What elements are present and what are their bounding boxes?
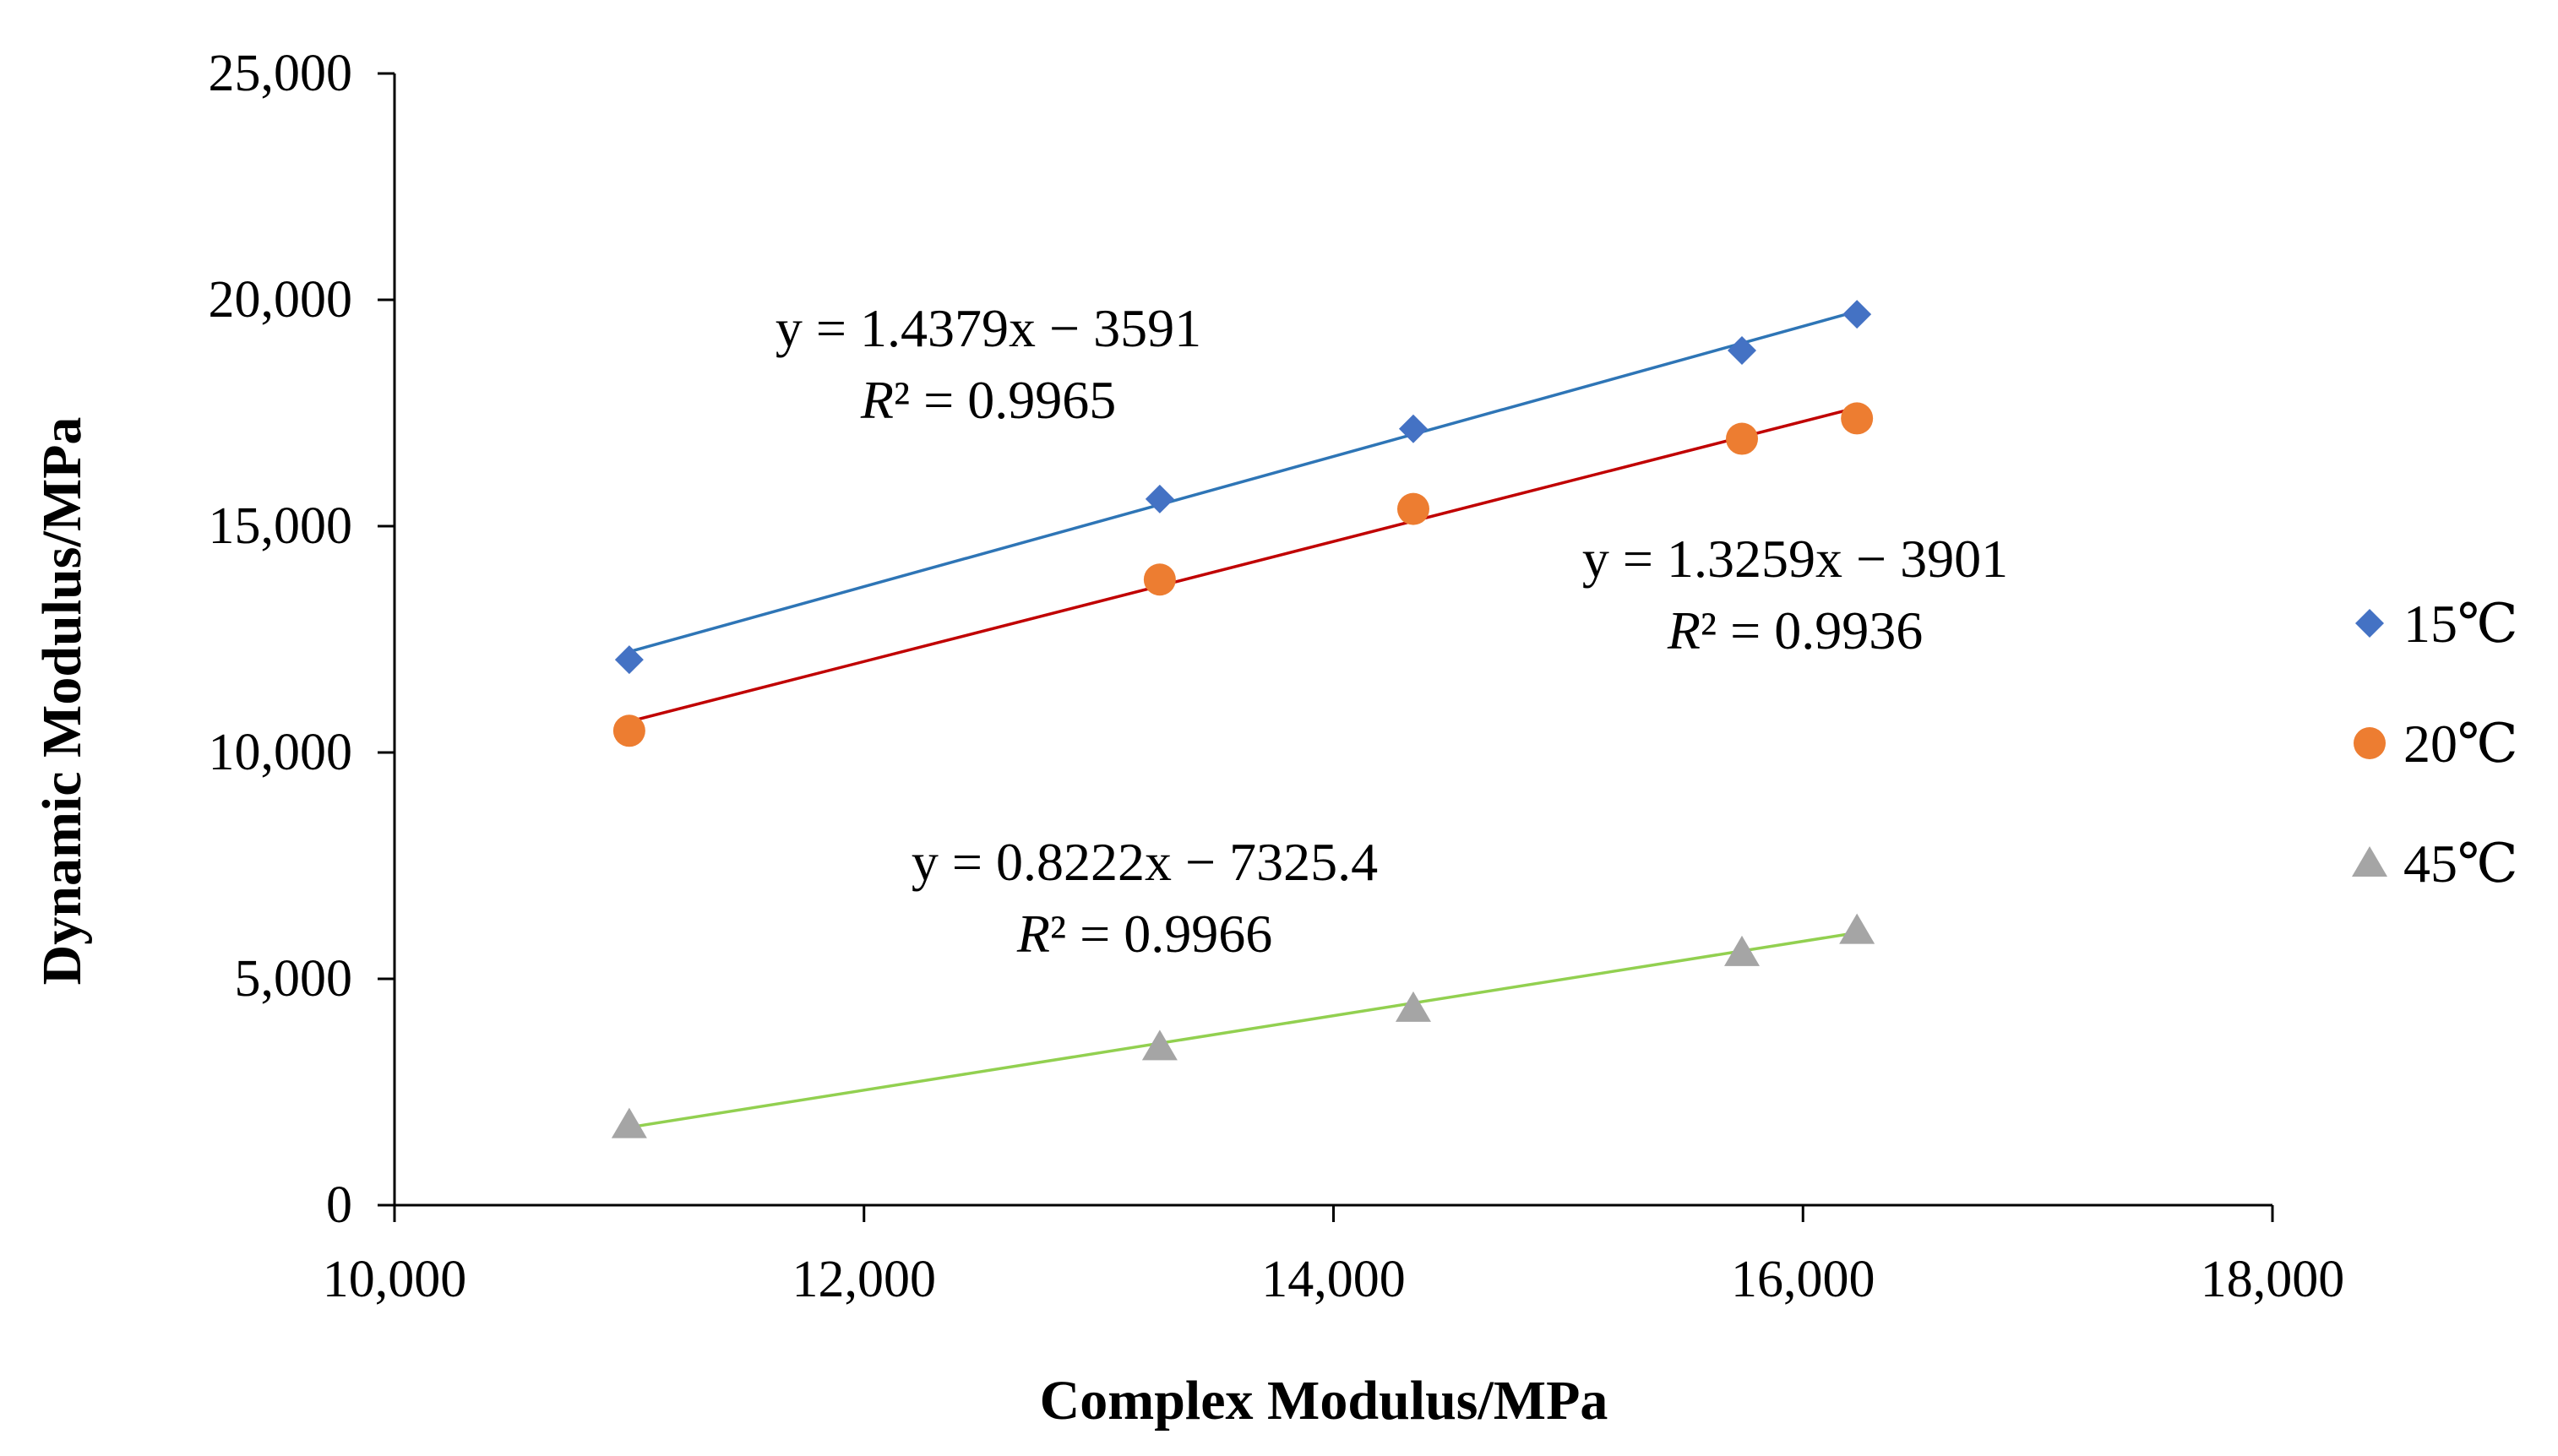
equation-label-s20: y = 1.3259x − 3901 [1582,529,2008,589]
trendline-s45 [629,931,1858,1129]
data-point-s15 [1398,414,1428,443]
data-point-s20 [612,714,645,747]
equation-label-s45: y = 0.8222x − 7325.4 [912,832,1378,892]
x-tick-label: 12,000 [792,1251,937,1308]
data-point-s15 [614,645,644,675]
data-point-s15 [1145,484,1174,513]
r2-label-s20: R² = 0.9936 [1667,600,1923,660]
x-tick-label: 14,000 [1261,1251,1406,1308]
r2-label-s45: R² = 0.9966 [1016,904,1272,964]
x-tick-label: 18,000 [2201,1251,2345,1308]
r2-symbol: R [860,370,894,430]
x-axis-title: Complex Modulus/MPa [1040,1370,1608,1432]
r2-symbol: R [1016,904,1050,964]
legend-label-s45: 45℃ [2403,834,2518,894]
trendlines [629,309,1858,1129]
r2-symbol: R [1667,600,1701,660]
y-tick-label: 10,000 [209,724,353,781]
r2-value: ² = 0.9966 [1050,904,1272,964]
data-point-s20 [1143,563,1176,596]
data-point-s45 [611,1107,647,1138]
data-point-s15 [1842,300,1872,329]
data-point-s15 [1728,336,1757,366]
trendline-s20 [629,405,1858,724]
equation-label-s15: y = 1.4379x − 3591 [776,298,1201,358]
x-tick-label: 16,000 [1731,1251,1875,1308]
y-tick-label: 25,000 [209,45,353,102]
data-point-s45 [1724,935,1761,966]
legend-label-s15: 15℃ [2403,594,2518,654]
y-tick-label: 15,000 [209,497,353,555]
legend: 15℃ 20℃ 45℃ [2352,594,2518,894]
legend-label-s20: 20℃ [2403,714,2518,774]
data-point-s20 [1396,492,1429,525]
legend-marker-s20 [2354,727,2386,759]
data-point-s45 [1141,1030,1178,1061]
data-point-s45 [1839,913,1875,944]
r2-value: ² = 0.9965 [894,370,1116,430]
data-point-s20 [1726,422,1759,455]
y-axis-title: Dynamic Modulus/MPa [31,417,93,986]
trendline-s15 [629,309,1858,654]
r2-value: ² = 0.9936 [1701,600,1923,660]
y-tick-label: 5,000 [235,950,353,1008]
x-tick-label: 10,000 [323,1251,467,1308]
data-point-s20 [1841,402,1874,435]
axes: 0 5,000 10,000 15,000 20,000 25,000 10,000 12,0… [209,45,2345,1308]
r2-label-s15: R² = 0.9965 [860,370,1116,430]
y-tick-label: 0 [326,1176,352,1234]
legend-marker-s45 [2352,846,2387,877]
data-points [611,300,1875,1138]
y-tick-label: 20,000 [209,271,353,329]
legend-marker-s15 [2355,609,2384,638]
data-point-s45 [1395,991,1431,1022]
